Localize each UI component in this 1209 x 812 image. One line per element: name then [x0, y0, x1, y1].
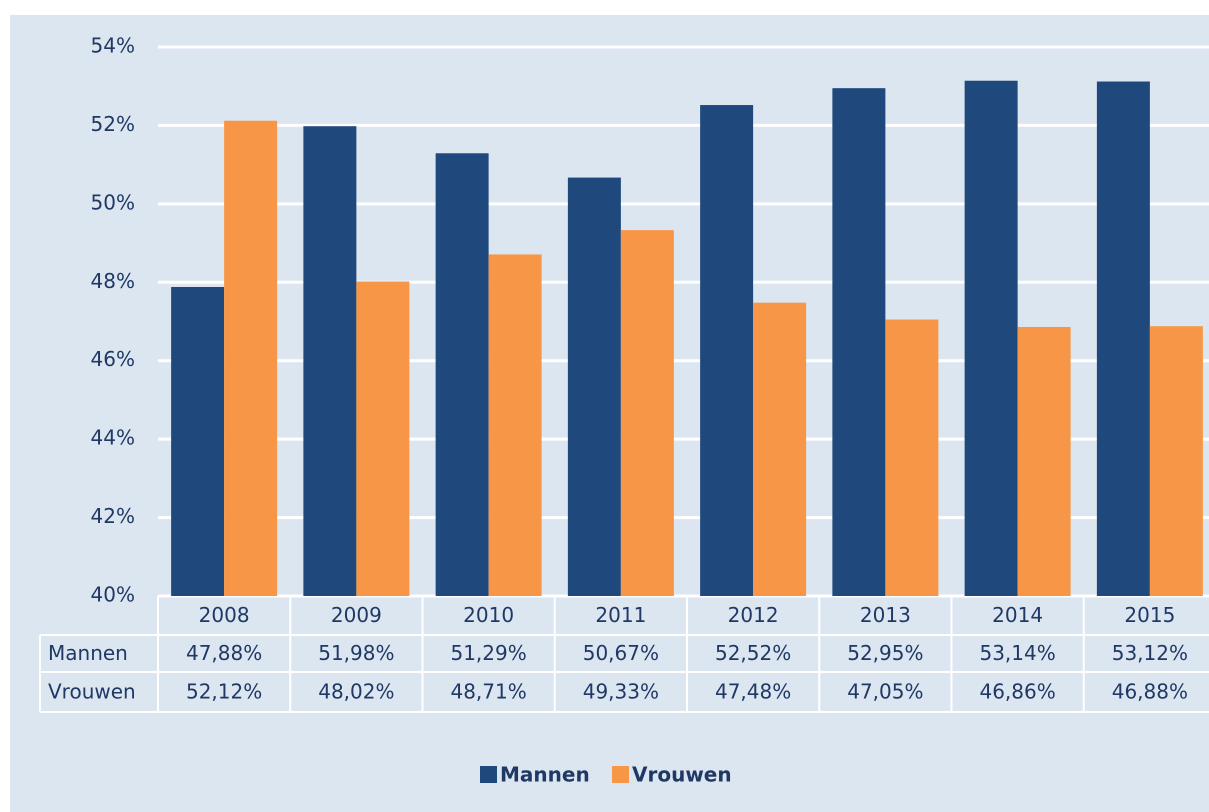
bar — [171, 286, 225, 596]
x-tick-label: 2010 — [463, 603, 514, 627]
table-cell: 47,05% — [847, 680, 923, 704]
table-cell: 51,29% — [450, 641, 526, 665]
bar — [1017, 326, 1071, 596]
x-tick-label: 2011 — [595, 603, 646, 627]
y-tick-label: 44% — [91, 426, 135, 450]
bar — [620, 230, 674, 596]
table-row-label: Mannen — [48, 641, 128, 665]
bar — [224, 120, 278, 597]
x-tick-label: 2009 — [331, 603, 382, 627]
y-tick-label: 46% — [91, 347, 135, 371]
bar — [435, 153, 489, 596]
table-cell: 52,12% — [186, 680, 262, 704]
y-tick-label: 48% — [91, 269, 135, 293]
bar — [303, 126, 357, 596]
bar — [832, 88, 886, 597]
bar — [885, 319, 939, 596]
table-cell: 52,95% — [847, 641, 923, 665]
table-cell: 52,52% — [715, 641, 791, 665]
y-tick-label: 54% — [91, 34, 135, 58]
table-cell: 47,88% — [186, 641, 262, 665]
x-tick-label: 2013 — [860, 603, 911, 627]
table-cell: 53,14% — [979, 641, 1055, 665]
x-tick-label: 2012 — [728, 603, 779, 627]
bar — [753, 302, 807, 596]
table-cell: 50,67% — [583, 641, 659, 665]
table-cell: 46,86% — [979, 680, 1055, 704]
bar — [1149, 326, 1203, 596]
y-tick-label: 40% — [91, 583, 135, 607]
bar — [1096, 81, 1150, 597]
legend-label: Vrouwen — [632, 763, 732, 787]
table-cell: 53,12% — [1112, 641, 1188, 665]
x-tick-label: 2008 — [199, 603, 250, 627]
bar — [488, 254, 542, 596]
table-row-label: Vrouwen — [48, 680, 136, 704]
bar — [356, 281, 410, 596]
table-cell: 48,71% — [450, 680, 526, 704]
bar — [567, 177, 621, 597]
table-cell: 47,48% — [715, 680, 791, 704]
y-tick-label: 42% — [91, 504, 135, 528]
table-cell: 49,33% — [583, 680, 659, 704]
y-tick-label: 52% — [91, 112, 135, 136]
legend-swatch — [480, 766, 497, 783]
bar — [964, 80, 1018, 596]
table-cell: 48,02% — [318, 680, 394, 704]
x-tick-label: 2014 — [992, 603, 1043, 627]
y-tick-label: 50% — [91, 190, 135, 214]
bar — [700, 105, 754, 596]
table-cell: 46,88% — [1112, 680, 1188, 704]
legend-label: Mannen — [500, 763, 590, 787]
table-cell: 51,98% — [318, 641, 394, 665]
legend-swatch — [612, 766, 629, 783]
x-tick-label: 2015 — [1124, 603, 1175, 627]
